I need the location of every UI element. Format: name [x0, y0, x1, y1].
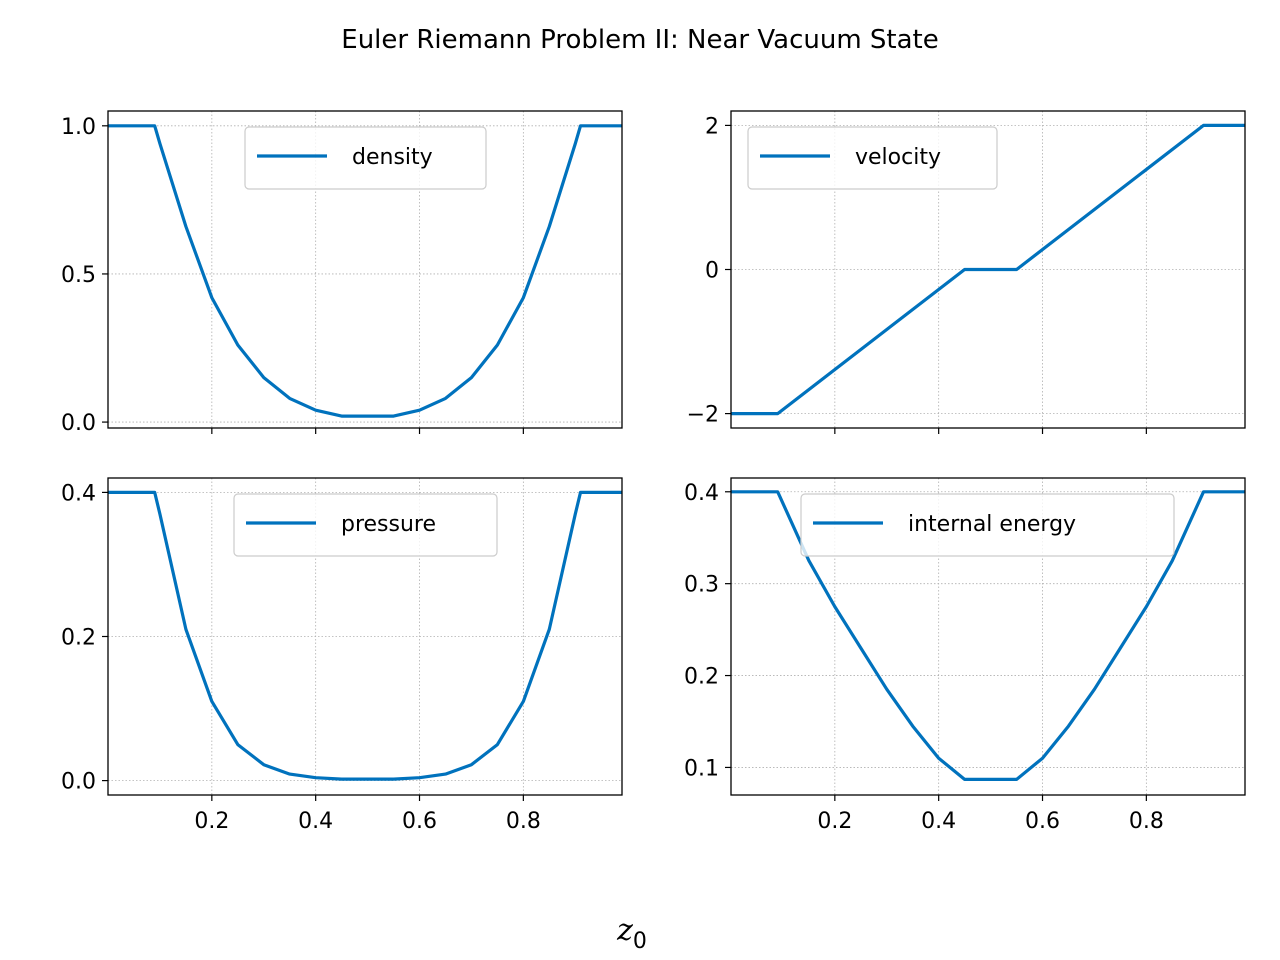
x-axis-label: z0: [616, 913, 647, 954]
y-tick-label: 0.2: [684, 665, 719, 690]
subplot-internal-energy: 0.2 0.4 0.6 0.8 0.1 0.2 0.3 0.4 internal energy: [684, 477, 1246, 834]
y-tick-label: 0.1: [684, 756, 719, 781]
legend-label: internal energy: [908, 512, 1076, 537]
y-tick-label: 0.2: [61, 626, 96, 651]
legend-box: [233, 493, 498, 557]
y-tick-label: 2: [705, 114, 719, 139]
legend-box: [747, 126, 998, 190]
series-line-density: [108, 124, 622, 418]
y-tick-label: 0: [705, 259, 719, 284]
y-tick-label: 0.3: [684, 573, 719, 598]
y-tick-label: 0.4: [61, 481, 96, 506]
x-tick-label: 0.2: [194, 809, 229, 834]
x-tick-label: 0.8: [1129, 809, 1164, 834]
figure-title: Euler Riemann Problem II: Near Vacuum St…: [341, 25, 938, 55]
legend-label: density: [352, 145, 433, 170]
subplot-velocity: −2 0 2 velocity: [687, 110, 1246, 434]
legend-label: velocity: [855, 145, 941, 170]
subplot-density: 0.0 0.5 1.0 density: [61, 110, 623, 436]
x-tick-label: 0.2: [817, 809, 852, 834]
subplot-pressure: 0.2 0.4 0.6 0.8 0.0 0.2 0.4 pressure: [61, 477, 623, 834]
y-tick-label: 0.0: [61, 411, 96, 436]
y-tick-label: −2: [687, 403, 719, 428]
x-tick-label: 0.4: [921, 809, 956, 834]
x-axis-label-subscript: 0: [633, 929, 647, 954]
axes-frame: [107, 110, 623, 429]
y-tick-label: 1.0: [61, 115, 96, 140]
y-tick-label: 0.0: [61, 770, 96, 795]
x-tick-label: 0.6: [1025, 809, 1060, 834]
legend: internal energy: [800, 493, 1175, 557]
series-line-internal-energy: [731, 490, 1245, 782]
y-tick-label: 0.5: [61, 263, 96, 288]
legend: density: [244, 126, 487, 190]
axes-frame: [730, 477, 1246, 796]
x-axis-label-main: z: [616, 913, 633, 948]
x-tick-label: 0.6: [402, 809, 437, 834]
legend-box: [244, 126, 487, 190]
legend-label: pressure: [341, 512, 436, 537]
x-tick-label: 0.4: [298, 809, 333, 834]
series-line-pressure: [108, 490, 622, 781]
y-tick-label: 0.4: [684, 481, 719, 506]
legend: velocity: [747, 126, 998, 190]
legend: pressure: [233, 493, 498, 557]
subplot-grid: 0.0 0.5 1.0 density −2 0 2 velocity 0.2 0.4 0.6 0.8…: [61, 110, 1246, 834]
x-tick-label: 0.8: [506, 809, 541, 834]
series-line-velocity: [731, 123, 1245, 416]
legend-box: [800, 493, 1175, 557]
